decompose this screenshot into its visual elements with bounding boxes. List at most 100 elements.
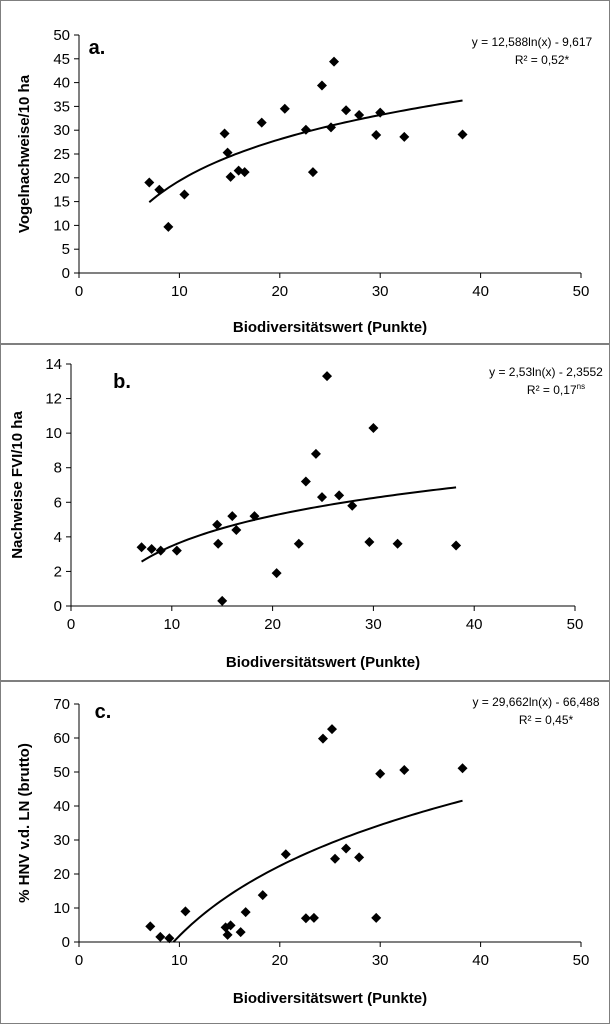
data-point: [219, 128, 230, 139]
data-point: [371, 912, 382, 923]
data-point: [316, 80, 327, 91]
data-point: [341, 105, 352, 116]
y-tick-label: 2: [54, 563, 62, 580]
y-tick-label: 60: [53, 730, 70, 747]
trend-equation: y = 2,53ln(x) - 2,3552: [489, 365, 603, 379]
y-tick-label: 10: [45, 425, 62, 442]
data-point: [317, 733, 328, 744]
data-point: [179, 189, 190, 200]
y-tick-label: 50: [53, 764, 70, 781]
data-point: [307, 167, 318, 178]
data-point: [217, 595, 228, 606]
r-squared-significance: ns: [577, 382, 585, 391]
panel-label: c.: [95, 701, 112, 723]
data-point: [240, 907, 251, 918]
data-point: [231, 524, 242, 535]
y-tick-label: 0: [62, 934, 70, 951]
data-point: [271, 568, 282, 579]
data-point: [163, 221, 174, 232]
y-tick-label: 14: [45, 356, 62, 373]
x-tick-label: 10: [171, 952, 188, 969]
x-tick-label: 50: [573, 283, 590, 300]
chart-panel-3: 0 10 20 30 40 50 60 70 0 10 20 30 40 50 Biodiversitäts…: [0, 681, 610, 1024]
y-tick-label: 15: [53, 194, 70, 211]
x-tick-label: 40: [472, 283, 489, 300]
data-point: [310, 448, 321, 459]
data-point: [341, 843, 352, 854]
data-point: [235, 927, 246, 938]
data-point: [399, 131, 410, 142]
data-point: [154, 184, 165, 195]
data-point: [222, 929, 233, 940]
data-point: [180, 906, 191, 917]
data-point: [347, 500, 358, 511]
r-squared-value: R² = 0,52*: [515, 53, 570, 67]
y-tick-label: 8: [54, 460, 62, 477]
y-tick-label: 40: [53, 75, 70, 92]
chart-panel-2: 0 2 4 6 8 10 12 14 0 10 20 30 40 50 Biodiversitätswert…: [0, 344, 610, 681]
data-point: [145, 921, 156, 932]
data-point: [334, 490, 345, 501]
y-tick-label: 50: [53, 27, 70, 44]
y-tick-label: 25: [53, 146, 70, 163]
y-tick-label: 10: [53, 217, 70, 234]
panel-label: a.: [89, 37, 106, 59]
data-point: [329, 56, 340, 67]
data-point: [256, 117, 267, 128]
data-point: [257, 890, 268, 901]
data-point: [364, 537, 375, 548]
trend-equation: y = 29,662ln(x) - 66,488: [472, 695, 599, 709]
y-tick-label: 12: [45, 391, 62, 408]
data-point: [293, 538, 304, 549]
data-point: [326, 122, 337, 133]
data-point: [155, 545, 166, 556]
y-tick-label: 30: [53, 832, 70, 849]
x-tick-label: 50: [573, 952, 590, 969]
x-axis-label: Biodiversitätswert (Punkte): [233, 319, 427, 336]
data-point: [155, 931, 166, 942]
trend-line: [141, 486, 457, 563]
chart-panel-1: 0 5 10 15 20 25 30 35 40 45 50 0 10 20 30 40 50 Biodivers…: [0, 0, 610, 344]
data-point: [300, 913, 311, 924]
data-point: [316, 492, 327, 503]
data-point: [308, 912, 319, 923]
data-point: [327, 724, 338, 735]
x-tick-label: 30: [372, 283, 389, 300]
x-tick-label: 30: [372, 952, 389, 969]
data-point: [368, 422, 379, 433]
data-point: [171, 545, 182, 556]
data-point: [375, 107, 386, 118]
x-tick-label: 20: [264, 616, 281, 633]
data-point: [457, 763, 468, 774]
y-tick-label: 20: [53, 866, 70, 883]
x-axis-label: Biodiversitätswert (Punkte): [226, 654, 420, 671]
data-point: [399, 764, 410, 775]
data-point: [164, 933, 175, 944]
data-point: [330, 853, 341, 864]
x-tick-label: 50: [567, 616, 584, 633]
r-squared-value: R² = 0,17: [527, 383, 577, 397]
x-tick-label: 20: [271, 952, 288, 969]
data-point: [239, 167, 250, 178]
r-squared-label: R² = 0,52*: [515, 53, 570, 67]
y-tick-label: 35: [53, 98, 70, 115]
data-point: [300, 476, 311, 487]
r-squared-label: R² = 0,45*: [519, 713, 574, 727]
data-point: [457, 129, 468, 140]
data-point: [375, 768, 386, 779]
y-tick-label: 45: [53, 51, 70, 68]
x-tick-label: 10: [171, 283, 188, 300]
y-axis-label: Vogelnachweise/10 ha: [16, 74, 33, 233]
y-tick-label: 40: [53, 798, 70, 815]
x-tick-label: 30: [365, 616, 382, 633]
y-axis-label: % HNV v.d. LN (brutto): [16, 743, 33, 903]
x-tick-label: 0: [67, 616, 75, 633]
y-tick-label: 20: [53, 170, 70, 187]
y-tick-label: 30: [53, 122, 70, 139]
y-axis-label: Nachweise FVI/10 ha: [9, 411, 26, 559]
data-point: [354, 852, 365, 863]
y-tick-label: 0: [62, 265, 70, 282]
data-point: [392, 538, 403, 549]
